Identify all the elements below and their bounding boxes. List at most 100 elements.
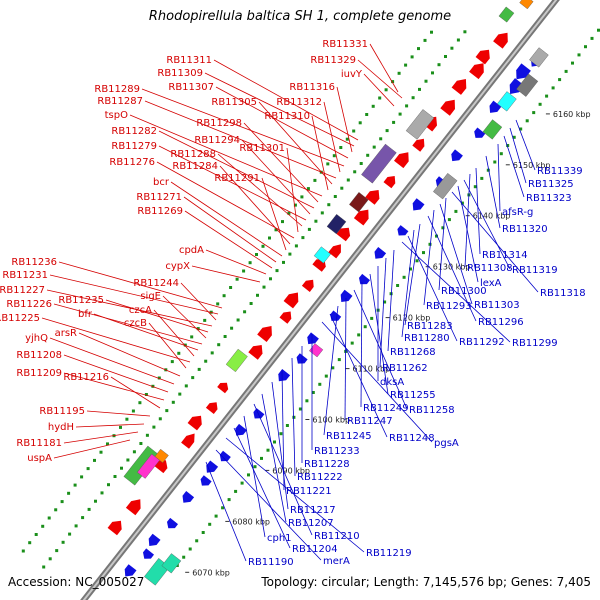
reverse-gene-label: RB11219 [366, 548, 412, 559]
reverse-label-leader [323, 305, 339, 436]
tick-dot [397, 71, 401, 75]
forward-label-leader [243, 122, 319, 203]
tick-dot [332, 154, 336, 158]
tick-dot [519, 127, 523, 131]
tick-dot [157, 376, 161, 380]
tick-dot [178, 392, 182, 396]
tick-dot [311, 391, 315, 394]
tick-dot [300, 195, 304, 199]
reverse-label-leader [515, 119, 536, 171]
tick-dot [227, 498, 231, 502]
forward-gene-label: RB11225 [0, 313, 40, 324]
tick-dot [287, 211, 291, 215]
reverse-gene-label: afsR-g [502, 207, 533, 218]
reverse-gene-arrow [451, 149, 463, 162]
reverse-label-leader [401, 229, 415, 338]
forward-label-leader [75, 423, 145, 428]
forward-label-leader [49, 337, 175, 385]
feature-box [519, 0, 534, 10]
forward-gene-label: RB11291 [214, 173, 260, 184]
tick-dot [34, 533, 38, 536]
reverse-gene-label: dksA [380, 377, 404, 388]
scale-tick-label: 6100 kbp [312, 416, 350, 425]
forward-label-leader [323, 101, 341, 173]
reverse-gene-arrow [307, 332, 319, 345]
forward-gene-label: RB11289 [94, 84, 140, 95]
tick-dot [243, 310, 247, 314]
tick-dot [67, 491, 71, 495]
forward-gene-label: RB11331 [322, 39, 368, 50]
forward-gene-arrow [125, 499, 141, 516]
tick-dot [402, 275, 406, 279]
forward-gene-label: RB11271 [136, 192, 182, 203]
reverse-label-leader [423, 209, 435, 306]
reverse-label-leader [329, 313, 388, 438]
tick-dot [417, 47, 420, 51]
forward-label-leader [357, 59, 403, 99]
forward-gene-arrow [328, 244, 341, 259]
tick-dot [424, 79, 428, 83]
forward-gene-arrow [279, 311, 292, 324]
forward-label-leader [41, 317, 191, 363]
tick-dot [182, 555, 186, 559]
reverse-label-leader [407, 235, 458, 342]
reverse-gene-label: RB11296 [478, 317, 524, 328]
tick-dot [131, 409, 135, 413]
forward-label-leader [153, 309, 195, 357]
tick-dot [371, 104, 375, 108]
forward-gene-arrow [107, 520, 122, 536]
forward-gene-arrow [154, 460, 168, 474]
reverse-gene-label: RB11217 [290, 505, 336, 516]
tick-dot [208, 522, 212, 526]
forward-gene-label: cypX [165, 261, 190, 272]
tick-dot [298, 407, 302, 411]
forward-gene-label: RB11208 [16, 350, 62, 361]
tick-dot [55, 549, 59, 553]
genome-backbone-highlight [82, 0, 558, 600]
reverse-gene-arrow [200, 475, 212, 486]
tick-dot [275, 269, 279, 273]
tick-dot [318, 382, 322, 386]
forward-label-leader [219, 165, 291, 245]
tick-dot [274, 228, 278, 232]
forward-gene-label: sigE [140, 291, 161, 302]
reverse-label-leader [387, 249, 395, 352]
tick-dot [358, 121, 362, 125]
reverse-gene-label: RB11190 [248, 557, 294, 568]
forward-gene-arrow [257, 326, 272, 342]
tick-dot [340, 186, 344, 190]
feature-box [516, 73, 539, 97]
forward-label-leader [129, 114, 323, 197]
forward-label-leader [204, 72, 355, 147]
feature-box [482, 119, 503, 140]
gene-labels: RB11331 RB11329 iuvY RB11311 RB11309 RB11316 R… [0, 39, 586, 568]
tick-dot [352, 129, 356, 133]
forward-gene-label: RB11269 [137, 206, 183, 217]
tick-dot [158, 417, 162, 421]
tick-dot [80, 475, 84, 479]
reverse-label-leader [497, 143, 501, 212]
forward-label-leader [63, 372, 165, 401]
tick-dot [42, 565, 46, 569]
forward-gene-label: RB11231 [2, 270, 48, 281]
forward-gene-arrow [301, 279, 314, 292]
tick-dot [73, 483, 77, 487]
forward-gene-arrow [493, 32, 508, 49]
tick-dot [430, 30, 433, 34]
tick-dot [260, 456, 263, 460]
forward-gene-label: RB11284 [172, 161, 218, 172]
forward-gene-label: czcA [129, 305, 152, 316]
forward-gene-label: RB11226 [6, 299, 52, 310]
tick-dot [256, 293, 259, 297]
tick-dot [223, 335, 227, 338]
reverse-gene-label: RB11245 [326, 431, 372, 442]
tick-dot [230, 326, 234, 330]
tick-dot [282, 260, 285, 264]
forward-gene-label: RB11312 [276, 97, 322, 108]
reverse-gene-label: RB11258 [409, 405, 455, 416]
tick-dot [68, 532, 72, 536]
tick-dot [54, 508, 58, 512]
forward-gene-label: RB11236 [11, 257, 57, 268]
reverse-gene-arrow [148, 533, 161, 546]
forward-gene-arrow [475, 49, 490, 65]
